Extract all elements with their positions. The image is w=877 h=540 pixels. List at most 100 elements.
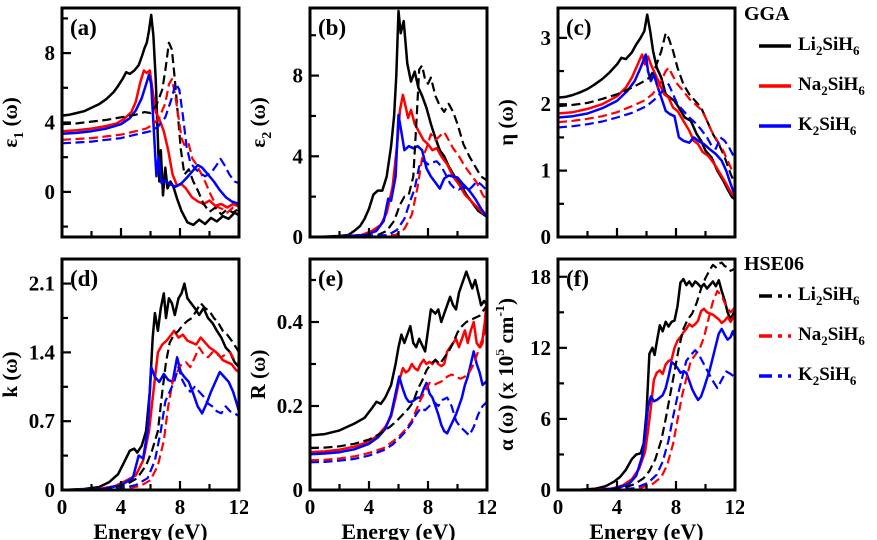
panel-tag: (a) <box>70 15 97 40</box>
dashed-line-swatch-icon <box>759 294 791 298</box>
curve-Li2SiH6-HSE06 <box>62 41 239 216</box>
y-axis-title: ε1 (ω) <box>0 97 27 148</box>
y-tick-label: 3 <box>541 26 552 50</box>
dashed-line-swatch-icon <box>759 334 791 338</box>
x-tick-label: 12 <box>725 495 745 519</box>
x-tick-label: 8 <box>175 495 186 519</box>
x-axis-title: Energy (eV) <box>589 519 703 540</box>
y-tick-label: 2.1 <box>29 272 55 296</box>
panel-tag: (f) <box>566 266 589 291</box>
x-tick-label: 4 <box>364 495 375 519</box>
curve-K2SiH6-HSE06 <box>310 396 487 464</box>
curve-Na2SiH6-HSE06 <box>558 289 735 490</box>
y-tick-label: 0 <box>293 225 304 248</box>
axes-frame <box>556 6 737 239</box>
legend-item-li2sih6-gga: Li2SiH6 <box>744 26 877 66</box>
legend-item-k2sih6-hse06: K2SiH6 <box>744 356 877 396</box>
curve-Li2SiH6-HSE06 <box>558 261 735 490</box>
x-tick-label: 12 <box>477 495 497 519</box>
axes-frame <box>308 257 489 492</box>
y-tick-label: 0 <box>45 478 56 502</box>
x-axis-title: Energy (eV) <box>93 519 207 540</box>
y-tick-label: 0 <box>293 478 304 502</box>
y-axis-title: k (ω) <box>0 351 22 397</box>
curve-Na2SiH6-GGA <box>62 69 239 209</box>
solid-line-swatch-icon <box>759 44 791 48</box>
y-tick-label: 0 <box>541 478 552 502</box>
y-tick-label: 0.4 <box>277 310 304 334</box>
panel-tag: (b) <box>318 15 346 40</box>
x-tick-label: 0 <box>57 495 68 519</box>
legend-item-k2sih6-gga: K2SiH6 <box>744 106 877 146</box>
axes-frame <box>556 257 737 492</box>
y-axis-title: ε2 (ω) <box>248 97 275 148</box>
curve-Li2SiH6-HSE06 <box>310 304 487 450</box>
curve-K2SiH6-HSE06 <box>62 365 239 490</box>
panel-b: 0 4 8 (b) ε2 (ω) <box>248 6 489 248</box>
y-tick-label: 0.2 <box>277 394 303 418</box>
curve-Li2SiH6-GGA <box>558 277 735 490</box>
curve-Na2SiH6-HSE06 <box>310 131 487 237</box>
x-tick-label: 0 <box>553 495 564 519</box>
y-tick-label: 0 <box>45 180 56 204</box>
y-tick-label: 6 <box>541 407 552 431</box>
y-tick-label: 8 <box>45 41 56 65</box>
curve-Li2SiH6-GGA <box>558 13 735 201</box>
curve-K2SiH6-GGA <box>62 73 239 206</box>
curve-Li2SiH6-HSE06 <box>310 64 487 237</box>
axes-frame <box>60 6 241 239</box>
axes-frame <box>308 6 489 239</box>
legend-item-na2sih6-gga: Na2SiH6 <box>744 66 877 106</box>
curve-K2SiH6-HSE06 <box>310 159 487 237</box>
x-axis-title: Energy (eV) <box>341 519 455 540</box>
solid-line-swatch-icon <box>759 84 791 88</box>
panel-a: 0 4 8 (a) ε1 (ω) <box>0 6 241 239</box>
curve-Li2SiH6-GGA <box>310 270 487 437</box>
curve-Li2SiH6-HSE06 <box>558 32 735 185</box>
dashed-line-swatch-icon <box>759 374 791 378</box>
y-tick-label: 4 <box>45 111 56 135</box>
legend-item-li2sih6-hse06: Li2SiH6 <box>744 276 877 316</box>
legend-group-hse06: HSE06 Li2SiH6 Na2SiH6 K2SiH6 <box>744 252 877 396</box>
legend-item-na2sih6-hse06: Na2SiH6 <box>744 316 877 356</box>
curve-Na2SiH6-HSE06 <box>62 346 239 490</box>
curve-Na2SiH6-GGA <box>62 329 239 490</box>
x-tick-label: 4 <box>116 495 127 519</box>
panel-tag: (d) <box>70 266 98 291</box>
panel-d: 0 0.7 1.4 2.1 0 4 8 12 Energy (eV) (d) k (ω) <box>0 257 249 540</box>
legend-title-gga: GGA <box>744 3 790 25</box>
y-axis-title: R (ω) <box>248 350 270 400</box>
curve-Li2SiH6-HSE06 <box>62 302 239 490</box>
legend-group-gga: GGA Li2SiH6 Na2SiH6 K2SiH6 <box>744 2 877 146</box>
legend-label: K2SiH6 <box>798 113 857 138</box>
y-axis-title: η (ω) <box>496 99 518 146</box>
curve-K2SiH6-GGA <box>558 53 735 197</box>
curve-K2SiH6-GGA <box>310 113 487 237</box>
panel-tag: (e) <box>318 266 344 291</box>
y-tick-label: 18 <box>530 265 551 289</box>
legend-label: Na2SiH6 <box>798 323 865 348</box>
curve-Li2SiH6-GGA <box>62 13 239 227</box>
x-tick-label: 0 <box>305 495 316 519</box>
y-axis-title: α (ω) (x 105 cm-1) <box>496 298 518 451</box>
panel-f: 0 6 12 18 0 4 8 12 Energy (eV) (f) α (ω) (x 105 cm… <box>496 257 745 540</box>
solid-line-swatch-icon <box>759 124 791 128</box>
x-tick-label: 4 <box>612 495 623 519</box>
y-tick-label: 1.4 <box>29 340 56 364</box>
y-tick-label: 1 <box>541 159 552 183</box>
y-tick-label: 12 <box>530 336 551 360</box>
curve-K2SiH6-HSE06 <box>62 82 239 185</box>
panel-e: 0 0.2 0.4 0 4 8 12 Energy (eV) (e) R (ω) <box>248 257 497 540</box>
y-tick-label: 0.7 <box>29 409 55 433</box>
curve-Li2SiH6-GGA <box>62 282 239 490</box>
panel-tag: (c) <box>566 15 592 40</box>
x-tick-label: 8 <box>671 495 682 519</box>
curve-Na2SiH6-HSE06 <box>310 309 487 462</box>
x-tick-label: 12 <box>229 495 249 519</box>
x-tick-label: 8 <box>423 495 434 519</box>
legend-label: Na2SiH6 <box>798 73 865 98</box>
axes-frame <box>60 257 241 492</box>
legend-label: Li2SiH6 <box>798 283 860 308</box>
curve-Na2SiH6-GGA <box>558 53 735 198</box>
